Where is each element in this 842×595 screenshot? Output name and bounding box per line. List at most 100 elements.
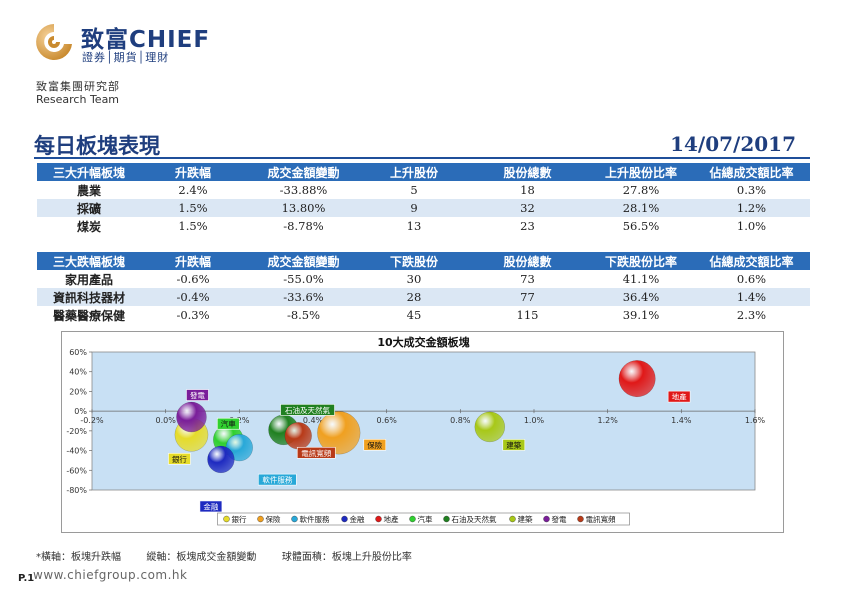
brand-name: 致富CHIEF <box>81 27 211 53</box>
table-cell: 2.3% <box>736 308 767 322</box>
column-header: 下跌股份比率 <box>589 252 693 270</box>
table-cell: 56.5% <box>622 219 660 233</box>
y-tick-label: 40% <box>69 368 87 377</box>
brand-tagline: 證券│期貨│理財 <box>82 51 170 64</box>
table-cell: 77 <box>466 288 589 306</box>
column-header: 股份總數 <box>466 163 589 181</box>
table-cell: 1.0% <box>736 219 767 233</box>
table-row: 醫藥醫療保健 -0.3% -8.5% 45 115 39.1% 2.3% <box>37 306 810 324</box>
table-cell: -55.0% <box>283 272 324 286</box>
legend-marker <box>543 515 550 523</box>
table-cell: 1.2% <box>693 199 810 217</box>
column-header: 升跌幅 <box>141 252 245 270</box>
bubble-9 <box>284 422 312 450</box>
legend-label: 銀行 <box>232 514 247 524</box>
data-label: 保險 <box>367 440 382 450</box>
column-header: 股份總數 <box>466 252 589 270</box>
table-cell: 1.4% <box>693 288 810 306</box>
column-header: 佔總成交額比率 <box>693 163 810 181</box>
table-cell: 1.5% <box>178 219 208 233</box>
table-cell: -0.6% <box>176 272 210 286</box>
x-tick-label: 0.4% <box>303 416 324 425</box>
top-decliners-table: 三大跌幅板塊 升跌幅 成交金額變動 下跌股份 股份總數 下跌股份比率 佔總成交額… <box>37 252 810 324</box>
table-cell: 36.4% <box>589 288 693 306</box>
y-tick-label: -40% <box>66 447 87 456</box>
table-row: 家用產品 -0.6% -55.0% 30 73 41.1% 0.6% <box>37 270 810 288</box>
data-label: 電訊寬頻 <box>301 448 331 458</box>
table-cell: 115 <box>516 308 539 322</box>
table-header-row: 三大升幅板塊 升跌幅 成交金額變動 上升股份 股份總數 上升股份比率 佔總成交額… <box>37 163 810 181</box>
data-label-box <box>296 446 336 459</box>
department-name-cn: 致富集團研究部 <box>36 80 120 93</box>
table-cell: 28 <box>362 288 466 306</box>
bubble-8 <box>176 401 207 433</box>
data-label-box <box>199 500 223 513</box>
table-cell: -8.78% <box>283 219 324 233</box>
table-row: 資訊科技器材 -0.4% -33.6% 28 77 36.4% 1.4% <box>37 288 810 306</box>
page-number: P.1 <box>18 573 35 584</box>
legend-marker <box>291 515 298 523</box>
x-tick-label: 1.2% <box>598 416 619 425</box>
column-header: 下跌股份 <box>362 252 466 270</box>
legend-label: 汽車 <box>418 514 433 524</box>
table-cell: 5 <box>410 183 418 197</box>
bubble-chart-svg: 10大成交金額板塊 60% 40% 20% 0% -20% -40% -60% -80% -0.2… <box>66 335 766 526</box>
chart-title: 10大成交金額板塊 <box>377 335 469 349</box>
data-label: 軟件服務 <box>262 475 292 485</box>
x-tick-label: 1.0% <box>524 416 545 425</box>
sector-name: 採礦 <box>37 199 141 217</box>
table-cell: 41.1% <box>622 272 660 286</box>
legend-marker <box>577 515 584 523</box>
data-label: 金融 <box>203 501 218 511</box>
table-cell: 73 <box>520 272 535 286</box>
column-header: 成交金額變動 <box>245 163 362 181</box>
y-tick-label: 20% <box>69 387 87 396</box>
title-divider <box>34 157 810 159</box>
legend-label: 建築 <box>518 514 533 524</box>
column-header: 上升股份 <box>362 163 466 181</box>
x-tick-label: 0.6% <box>377 416 398 425</box>
column-header: 三大升幅板塊 <box>37 163 141 181</box>
legend-label: 石油及天然氣 <box>452 514 497 524</box>
y-tick-label: -60% <box>66 466 87 475</box>
report-date: 14/07/2017 <box>670 132 796 156</box>
chart-footnote: *橫軸：板塊升跌幅 縱軸：板塊成交金額變動 球體面積：板塊上升股份比率 <box>36 552 412 563</box>
data-label: 建築 <box>506 440 521 450</box>
company-logo: 致富CHIEF 證券│期貨│理財 <box>33 18 238 68</box>
table-cell: 39.1% <box>622 308 660 322</box>
bubble-3 <box>207 445 235 474</box>
legend-label: 發電 <box>552 515 567 524</box>
bubble-chart: 10大成交金額板塊 60% 40% 20% 0% -20% -40% -60% -80% -0.2… <box>61 331 784 533</box>
sector-name: 醫藥醫療保健 <box>52 308 125 323</box>
x-tick-label: 1.6% <box>745 416 766 425</box>
table-cell: 9 <box>362 199 466 217</box>
sector-name: 家用產品 <box>64 272 113 287</box>
legend-label: 地產 <box>384 514 399 524</box>
sector-name: 農業 <box>76 183 101 198</box>
data-label: 地產 <box>672 392 687 402</box>
department-name-en: Research Team <box>36 93 120 106</box>
bubble-7 <box>474 411 506 443</box>
data-label-box <box>363 439 387 451</box>
legend-label: 金融 <box>350 514 365 524</box>
page-title: 每日板塊表現 <box>34 133 160 158</box>
data-label-box <box>667 390 691 403</box>
x-tick-label: 0.8% <box>450 416 471 425</box>
table-cell: 23 <box>520 219 535 233</box>
y-tick-label: 0% <box>74 407 87 416</box>
table-cell: -33.88% <box>279 183 328 197</box>
data-label-box <box>502 439 526 451</box>
table-cell: 18 <box>520 183 535 197</box>
table-row: 煤炭 1.5% -8.78% 13 23 56.5% 1.0% <box>37 217 810 235</box>
legend-marker <box>443 515 450 523</box>
legend-label: 軟件服務 <box>300 514 330 524</box>
logo-mark-icon <box>36 24 72 60</box>
x-tick-label: 1.4% <box>671 416 692 425</box>
table-cell: 13.80% <box>245 199 362 217</box>
website-link[interactable]: www.chiefgroup.com.hk <box>33 568 188 582</box>
x-tick-label: -0.2% <box>80 416 104 425</box>
column-header: 佔總成交額比率 <box>693 252 810 270</box>
data-label: 發電 <box>190 391 205 400</box>
table-header-row: 三大跌幅板塊 升跌幅 成交金額變動 下跌股份 股份總數 下跌股份比率 佔總成交額… <box>37 252 810 270</box>
column-header: 升跌幅 <box>141 163 245 181</box>
